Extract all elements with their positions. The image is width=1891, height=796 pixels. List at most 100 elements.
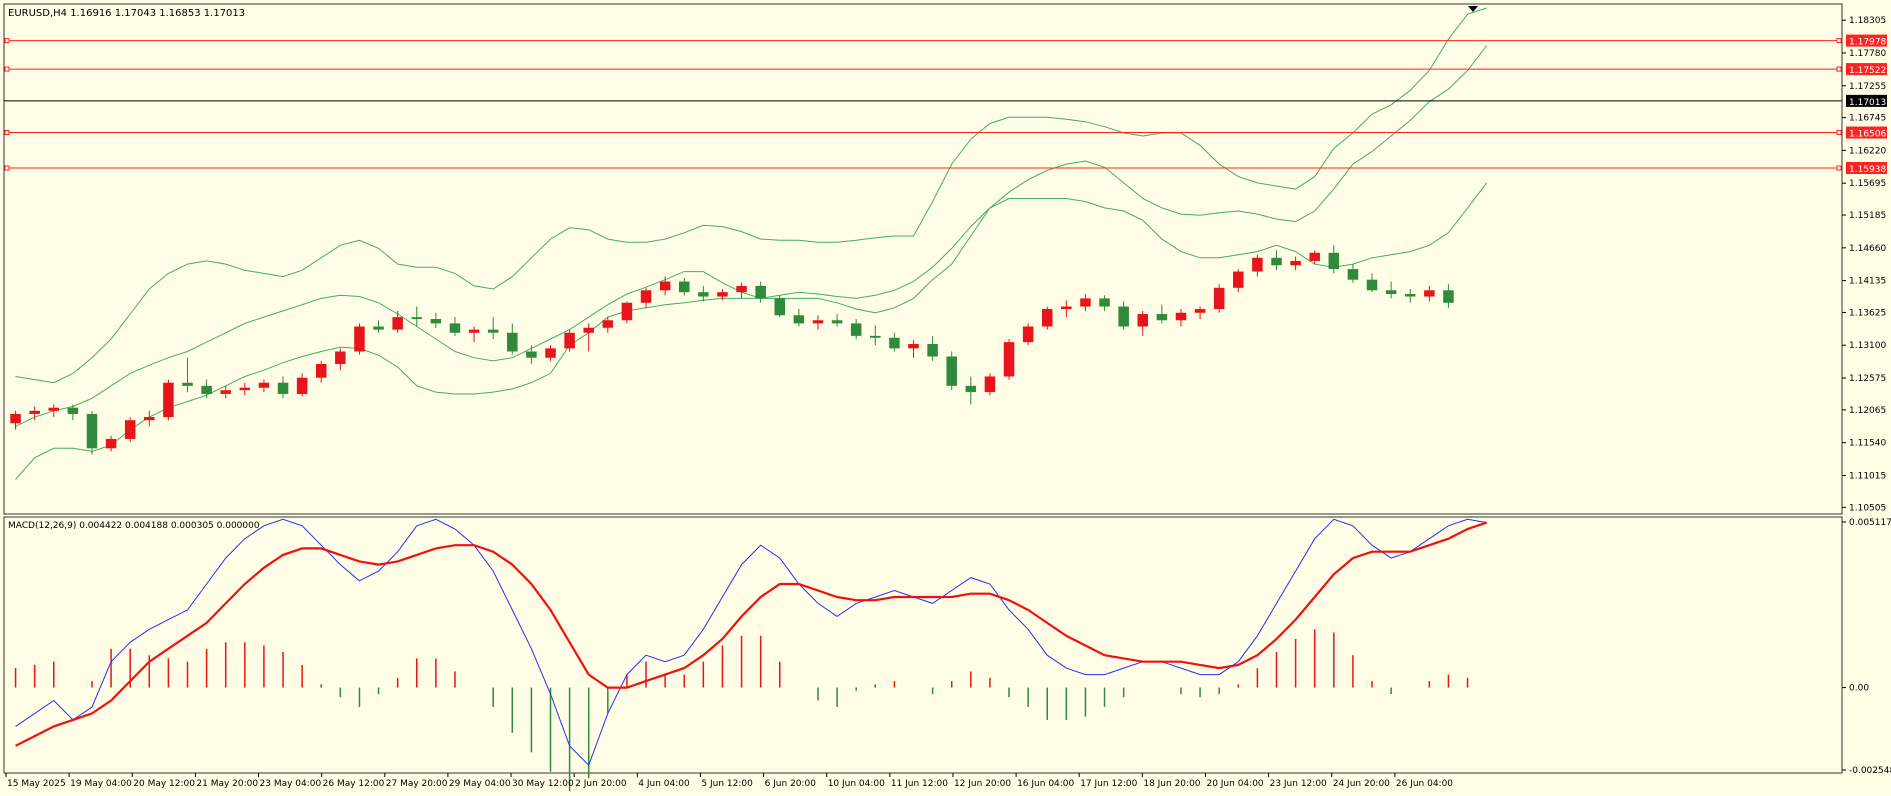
candle[interactable] bbox=[1061, 300, 1072, 318]
candle[interactable] bbox=[1003, 339, 1015, 380]
candle[interactable] bbox=[277, 376, 289, 399]
level-handle-right[interactable] bbox=[1836, 38, 1842, 44]
candle[interactable] bbox=[1347, 264, 1359, 283]
current-price-badge bbox=[1846, 94, 1887, 107]
candle[interactable] bbox=[258, 379, 270, 393]
candle[interactable] bbox=[755, 281, 766, 303]
bollinger-middle-line bbox=[15, 45, 1488, 427]
candle-body bbox=[1271, 257, 1282, 266]
candle[interactable] bbox=[1137, 310, 1149, 336]
candle[interactable] bbox=[946, 351, 957, 391]
candle[interactable] bbox=[1022, 323, 1034, 346]
candle[interactable] bbox=[621, 301, 633, 324]
candle[interactable] bbox=[86, 410, 98, 455]
candle[interactable] bbox=[1041, 306, 1053, 330]
candle[interactable] bbox=[449, 317, 461, 336]
candle[interactable] bbox=[1118, 301, 1129, 330]
level-handle-right[interactable] bbox=[1836, 165, 1842, 171]
candle[interactable] bbox=[1271, 250, 1282, 271]
candle[interactable] bbox=[392, 310, 403, 333]
candle[interactable] bbox=[507, 323, 518, 355]
candle[interactable] bbox=[67, 404, 79, 421]
candle[interactable] bbox=[1385, 281, 1397, 299]
candle[interactable] bbox=[889, 332, 900, 352]
level-handle-left[interactable] bbox=[4, 130, 10, 136]
candle[interactable] bbox=[144, 410, 155, 427]
candle-body bbox=[1156, 314, 1168, 321]
current-price-label: 1.17013 bbox=[1849, 98, 1886, 108]
candle[interactable] bbox=[774, 295, 786, 318]
candle[interactable] bbox=[411, 306, 423, 327]
candle[interactable] bbox=[201, 379, 212, 399]
candle[interactable] bbox=[296, 373, 308, 397]
candle[interactable] bbox=[717, 289, 728, 301]
level-handle-left[interactable] bbox=[4, 165, 10, 171]
candle[interactable] bbox=[698, 285, 709, 302]
candle[interactable] bbox=[564, 329, 575, 352]
candle[interactable] bbox=[239, 382, 251, 396]
candle[interactable] bbox=[1252, 254, 1263, 277]
candle[interactable] bbox=[659, 276, 671, 296]
level-handle-right[interactable] bbox=[1836, 130, 1842, 136]
candle[interactable] bbox=[831, 314, 843, 327]
candle-body bbox=[1003, 342, 1015, 377]
candle[interactable] bbox=[1099, 295, 1110, 311]
candle[interactable] bbox=[468, 326, 480, 343]
candle[interactable] bbox=[1309, 250, 1320, 265]
candle[interactable] bbox=[1194, 306, 1206, 320]
candle[interactable] bbox=[220, 385, 231, 399]
candle-body bbox=[1233, 271, 1244, 288]
candle[interactable] bbox=[1328, 245, 1340, 274]
candle[interactable] bbox=[678, 277, 690, 296]
candle[interactable] bbox=[124, 417, 136, 443]
candle[interactable] bbox=[10, 410, 21, 430]
candle[interactable] bbox=[870, 325, 881, 346]
candle[interactable] bbox=[1175, 309, 1187, 327]
candle[interactable] bbox=[602, 317, 614, 333]
candle[interactable] bbox=[545, 345, 556, 361]
macd-pane[interactable]: MACD(12,26,9) 0.004422 0.004188 0.000305… bbox=[3, 516, 1843, 792]
candle[interactable] bbox=[965, 376, 977, 405]
candle[interactable] bbox=[430, 312, 442, 328]
candle[interactable] bbox=[1290, 256, 1301, 271]
candle[interactable] bbox=[1424, 285, 1435, 302]
candle[interactable] bbox=[1080, 294, 1091, 311]
level-handle-right[interactable] bbox=[1836, 66, 1842, 72]
candle[interactable] bbox=[315, 360, 327, 383]
candle[interactable] bbox=[1443, 284, 1454, 308]
candle[interactable] bbox=[736, 282, 747, 299]
candle[interactable] bbox=[1366, 273, 1378, 293]
candle[interactable] bbox=[583, 323, 594, 352]
candle[interactable] bbox=[354, 323, 365, 355]
candle[interactable] bbox=[850, 319, 862, 340]
candle[interactable] bbox=[335, 348, 346, 371]
candle[interactable] bbox=[1233, 269, 1244, 293]
candle[interactable] bbox=[526, 345, 537, 364]
candle[interactable] bbox=[640, 287, 652, 308]
candle[interactable] bbox=[793, 309, 805, 327]
candle[interactable] bbox=[1156, 304, 1168, 324]
candle-body bbox=[1290, 260, 1301, 266]
candle[interactable] bbox=[812, 315, 824, 330]
level-handle-left[interactable] bbox=[4, 38, 10, 44]
candle[interactable] bbox=[48, 404, 60, 418]
candle[interactable] bbox=[984, 373, 996, 396]
candle[interactable] bbox=[163, 379, 174, 421]
candle[interactable] bbox=[373, 320, 384, 333]
candle[interactable] bbox=[1213, 284, 1225, 313]
price-tick-label: 1.12575 bbox=[1849, 374, 1886, 384]
candle[interactable] bbox=[1404, 289, 1416, 303]
candle[interactable] bbox=[29, 406, 40, 421]
candle[interactable] bbox=[927, 335, 938, 361]
candle[interactable] bbox=[105, 435, 117, 452]
price-pane[interactable]: EURUSD,H4 1.16916 1.17043 1.16853 1.1701… bbox=[3, 3, 1843, 515]
candle-body bbox=[48, 407, 60, 411]
level-handle-left[interactable] bbox=[4, 66, 10, 72]
candle-body bbox=[946, 356, 957, 386]
candle[interactable] bbox=[487, 317, 499, 340]
candle[interactable] bbox=[908, 340, 919, 358]
candle[interactable] bbox=[182, 357, 193, 393]
scroll-marker-icon[interactable] bbox=[1468, 6, 1478, 12]
